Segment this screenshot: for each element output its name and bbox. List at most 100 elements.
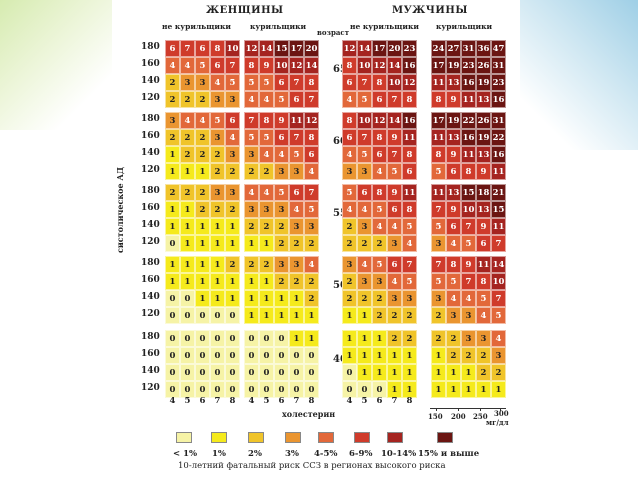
risk-cell: 13 (476, 201, 491, 218)
risk-cell: 23 (461, 57, 476, 74)
risk-cell: 1 (165, 163, 180, 180)
risk-cell: 12 (244, 40, 259, 57)
risk-cell: 0 (195, 364, 210, 381)
risk-cell: 31 (491, 112, 506, 129)
risk-cell: 1 (195, 290, 210, 307)
risk-cell: 2 (387, 307, 402, 324)
risk-cell: 2 (289, 273, 304, 290)
risk-cell: 8 (476, 273, 491, 290)
risk-cell: 2 (210, 146, 225, 163)
risk-cell: 6 (372, 146, 387, 163)
risk-cell: 4 (259, 184, 274, 201)
risk-cell: 6 (195, 40, 210, 57)
risk-cell: 17 (431, 112, 446, 129)
risk-cell: 12 (402, 74, 417, 91)
risk-cell: 6 (274, 129, 289, 146)
risk-cell: 3 (304, 218, 319, 235)
risk-cell: 10 (387, 74, 402, 91)
risk-cell: 0 (244, 381, 259, 398)
risk-cell: 2 (210, 163, 225, 180)
risk-cell: 6 (210, 57, 225, 74)
risk-cell: 1 (210, 235, 225, 252)
age-header: возраст (317, 28, 350, 37)
risk-cell: 1 (342, 347, 357, 364)
risk-cell: 7 (387, 146, 402, 163)
risk-cell: 4 (342, 201, 357, 218)
risk-cell: 5 (225, 74, 240, 91)
risk-cell: 2 (274, 273, 289, 290)
risk-cell: 1 (165, 201, 180, 218)
risk-cell: 2 (259, 163, 274, 180)
legend-label: 6-9% (349, 449, 373, 459)
risk-cell: 1 (372, 347, 387, 364)
bp-label: 160 (141, 59, 160, 69)
mgdl-tick-mark (500, 408, 501, 411)
risk-cell: 11 (491, 218, 506, 235)
x-tick: 8 (308, 396, 315, 406)
legend-swatch (387, 432, 403, 443)
risk-cell: 0 (180, 307, 195, 324)
risk-cell: 15 (461, 184, 476, 201)
risk-cell: 1 (180, 235, 195, 252)
risk-cell: 0 (180, 364, 195, 381)
risk-cell: 31 (491, 57, 506, 74)
risk-cell: 2 (195, 129, 210, 146)
risk-cell: 2 (195, 91, 210, 108)
risk-cell: 3 (357, 163, 372, 180)
risk-cell: 4 (446, 235, 461, 252)
mgdl-tick: 150 (428, 412, 443, 421)
risk-cell: 9 (446, 91, 461, 108)
risk-cell: 0 (274, 381, 289, 398)
legend-swatch (248, 432, 264, 443)
risk-cell: 4 (446, 290, 461, 307)
risk-cell: 0 (259, 364, 274, 381)
bp-label: 120 (141, 237, 160, 247)
risk-cell: 17 (289, 40, 304, 57)
risk-cell: 2 (461, 347, 476, 364)
legend-label: 4-5% (314, 449, 338, 459)
risk-cell: 8 (402, 146, 417, 163)
women-title: ЖЕНЩИНЫ (206, 5, 284, 16)
age-label: 50 (333, 280, 347, 291)
risk-cell: 0 (304, 364, 319, 381)
risk-cell: 5 (372, 256, 387, 273)
risk-cell: 5 (491, 307, 506, 324)
risk-cell: 6 (357, 184, 372, 201)
risk-cell: 3 (195, 74, 210, 91)
risk-cell: 2 (446, 347, 461, 364)
risk-cell: 6 (274, 74, 289, 91)
decorative-corner-green (0, 0, 120, 130)
risk-cell: 2 (259, 256, 274, 273)
mgdl-tick: 300 (494, 409, 509, 418)
risk-cell: 2 (476, 364, 491, 381)
risk-cell: 8 (304, 129, 319, 146)
risk-cell: 0 (165, 307, 180, 324)
risk-cell: 3 (210, 91, 225, 108)
risk-cell: 10 (225, 40, 240, 57)
men-nonsmokers-label: не курильщики (350, 22, 419, 31)
risk-cell: 3 (289, 163, 304, 180)
risk-cell: 11 (461, 91, 476, 108)
risk-cell: 11 (461, 146, 476, 163)
risk-cell: 5 (259, 129, 274, 146)
risk-cell: 3 (225, 184, 240, 201)
risk-cell: 6 (165, 40, 180, 57)
legend-label: 15% и выше (418, 449, 480, 459)
risk-cell: 3 (431, 290, 446, 307)
bp-label: 180 (141, 186, 160, 196)
risk-cell: 1 (342, 330, 357, 347)
risk-cell: 2 (491, 364, 506, 381)
x-tick: 6 (376, 396, 383, 406)
risk-cell: 1 (461, 381, 476, 398)
risk-cell: 9 (274, 112, 289, 129)
x-axis-label: холестерин (282, 409, 336, 419)
bp-label: 160 (141, 203, 160, 213)
risk-cell: 4 (461, 290, 476, 307)
risk-cell: 1 (461, 364, 476, 381)
risk-cell: 2 (357, 235, 372, 252)
x-tick: 4 (169, 396, 176, 406)
risk-cell: 3 (402, 290, 417, 307)
risk-cell: 3 (210, 129, 225, 146)
risk-cell: 9 (259, 57, 274, 74)
risk-cell: 0 (165, 364, 180, 381)
